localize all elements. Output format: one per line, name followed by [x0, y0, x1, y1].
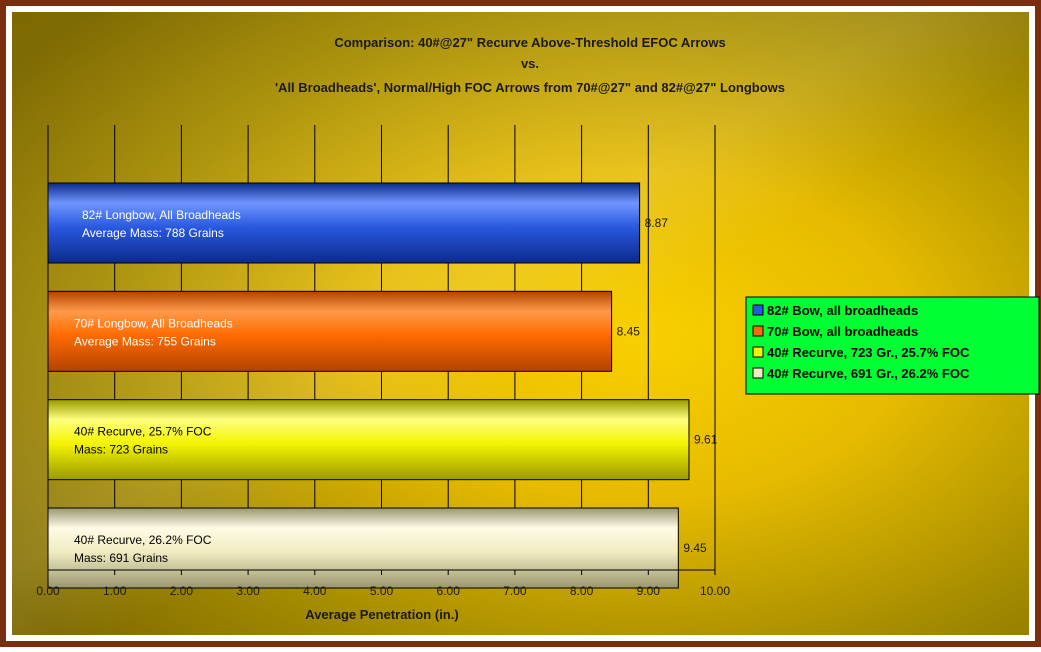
x-tick-label: 5.00 — [370, 584, 394, 598]
bar-value-label: 9.45 — [683, 541, 707, 555]
x-tick-label: 10.00 — [700, 584, 730, 598]
bars: 8.87 82# Longbow, All Broadheads Average M… — [47, 182, 718, 589]
bar-text-line-2: Average Mass: 788 Grains — [82, 226, 224, 240]
bar-text-line-1: 82# Longbow, All Broadheads — [82, 208, 241, 222]
bar — [47, 399, 690, 481]
chart-title-line-2: vs. — [521, 56, 539, 71]
bar-text-line-1: 40# Recurve, 25.7% FOC — [74, 425, 212, 439]
legend-entry: 40# Recurve, 691 Gr., 26.2% FOC — [767, 366, 970, 381]
bar — [47, 507, 679, 589]
x-tick-label: 6.00 — [437, 584, 461, 598]
legend-swatch — [752, 346, 764, 358]
bar-text-line-1: 40# Recurve, 26.2% FOC — [74, 533, 212, 547]
chart-title-line-3: 'All Broadheads', Normal/High FOC Arrows… — [275, 80, 785, 95]
axes — [47, 125, 716, 575]
x-tick-label: 7.00 — [503, 584, 527, 598]
bar-text-line-2: Mass: 723 Grains — [74, 443, 168, 457]
bar-text-line-2: Average Mass: 755 Grains — [74, 334, 216, 348]
legend-entry: 82# Bow, all broadheads — [767, 303, 918, 318]
legend-entry: 70# Bow, all broadheads — [767, 324, 918, 339]
legend-swatch — [752, 304, 764, 316]
x-tick-label: 2.00 — [170, 584, 194, 598]
legend-box — [745, 296, 1040, 395]
legend: 82# Bow, all broadheads 70# Bow, all broa… — [745, 296, 1040, 395]
x-tick-label: 0.00 — [36, 584, 60, 598]
chart-title-line-1: Comparison: 40#@27" Recurve Above-Thresh… — [334, 35, 725, 50]
x-tick-label: 1.00 — [103, 584, 127, 598]
bar — [47, 290, 613, 372]
x-tick-label: 9.00 — [637, 584, 661, 598]
legend-swatch — [752, 325, 764, 337]
legend-swatch — [752, 367, 764, 379]
chart-title: Comparison: 40#@27" Recurve Above-Thresh… — [275, 35, 785, 95]
bar-value-label: 8.87 — [645, 216, 669, 230]
bar-text-line-1: 70# Longbow, All Broadheads — [74, 316, 233, 330]
x-axis-title: Average Penetration (in.) — [305, 607, 458, 622]
bar — [47, 182, 641, 264]
bar-value-label: 9.61 — [694, 433, 718, 447]
x-tick-label: 4.00 — [303, 584, 327, 598]
bar-text-line-2: Mass: 691 Grains — [74, 551, 168, 565]
x-tick-labels: 0.00 1.00 2.00 3.00 4.00 5.00 6.00 7.00 8.00 9.00… — [36, 584, 730, 598]
x-tick-label: 3.00 — [236, 584, 260, 598]
bar-value-label: 8.45 — [617, 324, 641, 338]
legend-entry: 40# Recurve, 723 Gr., 25.7% FOC — [767, 345, 970, 360]
x-tick-label: 8.00 — [570, 584, 594, 598]
